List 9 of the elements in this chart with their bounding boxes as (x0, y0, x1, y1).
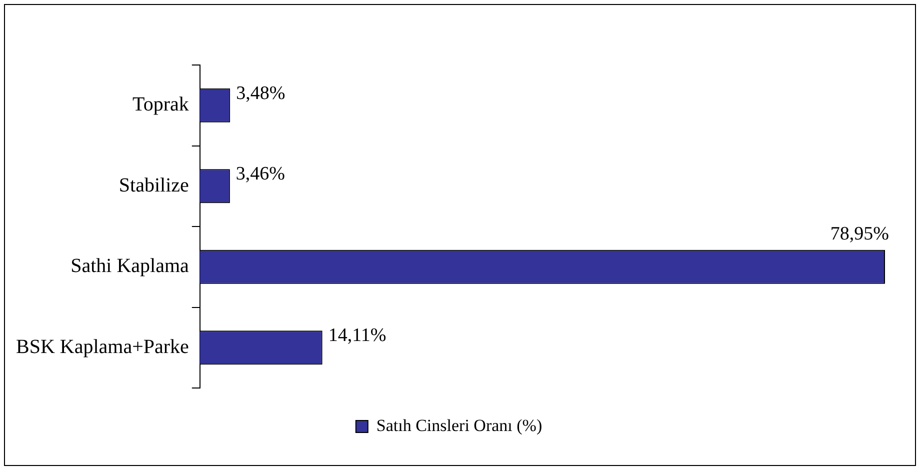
data-label: 78,95% (830, 223, 890, 244)
y-tick-label: Stabilize (118, 174, 190, 196)
y-tick-label: BSK Kaplama+Parke (16, 336, 190, 358)
y-tick-label: Toprak (132, 94, 189, 116)
data-label: 3,46% (236, 164, 286, 185)
y-tick-label: Sathi Kaplama (70, 255, 190, 278)
data-label: 3,48% (236, 82, 286, 104)
legend-label: Satıh Cinsleri Oranı (%) (376, 416, 542, 435)
data-label: 14,11% (328, 325, 386, 346)
